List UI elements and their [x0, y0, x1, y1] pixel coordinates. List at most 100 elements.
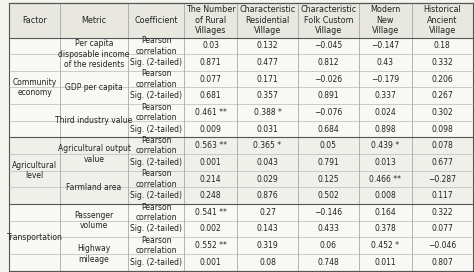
Text: −0.147: −0.147: [371, 41, 399, 50]
Text: 0.43: 0.43: [377, 58, 394, 67]
Text: 0.378: 0.378: [374, 224, 396, 233]
Bar: [60, 254, 128, 271]
Bar: [60, 3, 128, 38]
Bar: [9, 88, 60, 104]
Bar: [60, 221, 128, 237]
Bar: [9, 88, 473, 104]
Text: −0.076: −0.076: [314, 108, 343, 117]
Bar: [60, 38, 128, 54]
Bar: [60, 88, 128, 104]
Text: 0.171: 0.171: [256, 75, 278, 84]
Bar: [9, 204, 473, 221]
Text: 0.365 *: 0.365 *: [254, 141, 282, 150]
Text: 0.357: 0.357: [256, 91, 278, 100]
Bar: [60, 137, 128, 154]
Text: 0.791: 0.791: [318, 158, 339, 167]
Text: 0.461 **: 0.461 **: [195, 108, 227, 117]
Text: 0.433: 0.433: [318, 224, 339, 233]
Text: 0.871: 0.871: [200, 58, 221, 67]
Text: 0.337: 0.337: [374, 91, 396, 100]
Text: −0.046: −0.046: [428, 241, 456, 250]
Text: 0.812: 0.812: [318, 58, 339, 67]
Bar: [237, 3, 298, 38]
Text: Pearson
correlation: Pearson correlation: [136, 203, 177, 222]
Bar: [9, 237, 60, 254]
Text: 0.319: 0.319: [256, 241, 278, 250]
Text: 0.267: 0.267: [431, 91, 453, 100]
Text: 0.332: 0.332: [431, 58, 453, 67]
Text: 0.27: 0.27: [259, 208, 276, 217]
Bar: [359, 3, 412, 38]
Text: The Number
of Rural
Villages: The Number of Rural Villages: [186, 5, 236, 35]
Bar: [9, 54, 473, 71]
Text: Farmland area: Farmland area: [66, 183, 122, 192]
Text: 0.098: 0.098: [431, 125, 453, 134]
Text: 0.077: 0.077: [200, 75, 221, 84]
Bar: [9, 54, 60, 71]
Bar: [9, 171, 60, 187]
Bar: [184, 3, 237, 38]
Text: Highway
mileage: Highway mileage: [77, 244, 111, 264]
Bar: [9, 38, 473, 54]
Text: 0.031: 0.031: [256, 125, 278, 134]
Bar: [9, 3, 60, 38]
Text: Sig. (2-tailed): Sig. (2-tailed): [130, 224, 182, 233]
Text: Sig. (2-tailed): Sig. (2-tailed): [130, 158, 182, 167]
Text: 0.132: 0.132: [256, 41, 278, 50]
Bar: [9, 187, 60, 204]
Text: Sig. (2-tailed): Sig. (2-tailed): [130, 191, 182, 200]
Text: 0.206: 0.206: [431, 75, 453, 84]
Text: Passenger
volume: Passenger volume: [74, 211, 114, 230]
Text: Agricultural output
value: Agricultural output value: [57, 144, 131, 164]
Bar: [9, 204, 60, 221]
Text: Historical
Ancient
Village: Historical Ancient Village: [423, 5, 461, 35]
Text: Characteristic
Residential
Village: Characteristic Residential Village: [239, 5, 296, 35]
Text: 0.043: 0.043: [256, 158, 278, 167]
Text: 0.807: 0.807: [431, 258, 453, 267]
Bar: [60, 171, 128, 187]
Bar: [128, 3, 184, 38]
Text: 0.029: 0.029: [256, 175, 278, 184]
Text: 0.214: 0.214: [200, 175, 221, 184]
Text: Pearson
correlation: Pearson correlation: [136, 103, 177, 122]
Text: 0.08: 0.08: [259, 258, 276, 267]
Text: 0.681: 0.681: [200, 91, 221, 100]
Text: 0.077: 0.077: [431, 224, 453, 233]
Text: 0.452 *: 0.452 *: [371, 241, 399, 250]
Text: 0.388 *: 0.388 *: [254, 108, 282, 117]
Text: 0.477: 0.477: [256, 58, 278, 67]
Text: Per capita
disposable income
of the residents: Per capita disposable income of the resi…: [58, 39, 130, 69]
Text: 0.677: 0.677: [431, 158, 453, 167]
Text: Sig. (2-tailed): Sig. (2-tailed): [130, 91, 182, 100]
Bar: [9, 121, 473, 137]
Text: 0.03: 0.03: [202, 41, 219, 50]
Text: 0.439 *: 0.439 *: [371, 141, 399, 150]
Bar: [9, 221, 473, 237]
Text: 0.078: 0.078: [431, 141, 453, 150]
Text: 0.302: 0.302: [431, 108, 453, 117]
Bar: [9, 221, 60, 237]
Text: 0.009: 0.009: [200, 125, 221, 134]
Text: 0.466 **: 0.466 **: [369, 175, 401, 184]
Bar: [60, 154, 128, 171]
Text: Metric: Metric: [82, 16, 107, 24]
Bar: [9, 71, 60, 88]
Text: 0.876: 0.876: [256, 191, 278, 200]
Text: −0.179: −0.179: [371, 75, 399, 84]
Text: 0.248: 0.248: [200, 191, 221, 200]
Bar: [9, 104, 60, 121]
Text: Agricultural
level: Agricultural level: [12, 161, 57, 180]
Text: 0.552 **: 0.552 **: [195, 241, 227, 250]
Text: 0.117: 0.117: [431, 191, 453, 200]
Text: 0.898: 0.898: [374, 125, 396, 134]
Bar: [9, 171, 473, 187]
Bar: [9, 154, 473, 171]
Text: 0.001: 0.001: [200, 158, 221, 167]
Text: Sig. (2-tailed): Sig. (2-tailed): [130, 258, 182, 267]
Text: 0.541 **: 0.541 **: [195, 208, 227, 217]
Text: 0.001: 0.001: [200, 258, 221, 267]
Text: 0.563 **: 0.563 **: [194, 141, 227, 150]
Bar: [9, 38, 60, 54]
Text: Modern
New
Village: Modern New Village: [370, 5, 401, 35]
Bar: [60, 187, 128, 204]
